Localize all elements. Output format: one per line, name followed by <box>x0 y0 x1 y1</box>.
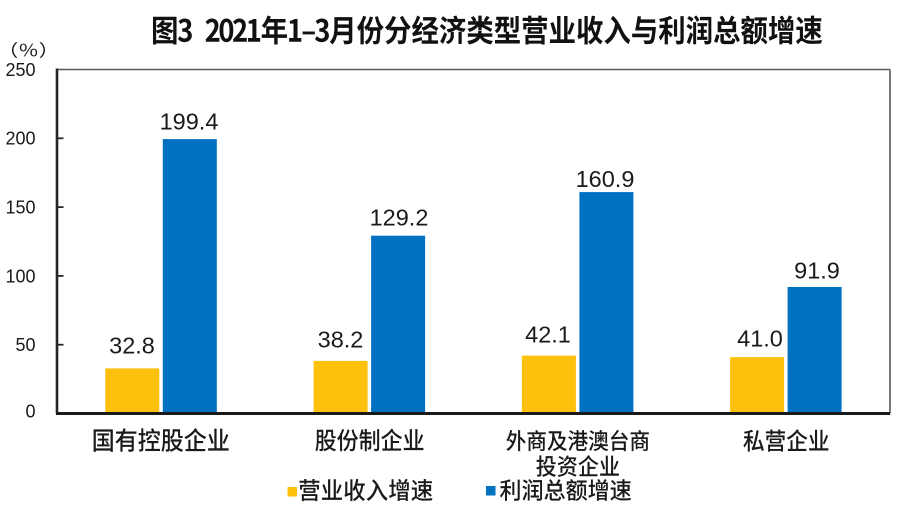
svg-text:200: 200 <box>5 129 35 149</box>
svg-text:0: 0 <box>25 401 35 421</box>
svg-text:41.0: 41.0 <box>737 325 783 351</box>
svg-text:42.1: 42.1 <box>525 321 571 347</box>
svg-text:100: 100 <box>5 266 35 286</box>
svg-text:160.9: 160.9 <box>576 166 635 192</box>
svg-text:250: 250 <box>5 60 35 80</box>
svg-text:91.9: 91.9 <box>794 257 840 283</box>
svg-text:32.8: 32.8 <box>109 332 155 358</box>
svg-text:150: 150 <box>5 198 35 218</box>
svg-text:38.2: 38.2 <box>318 326 364 352</box>
svg-text:50: 50 <box>15 335 35 355</box>
svg-text:199.4: 199.4 <box>160 108 219 134</box>
svg-text:129.2: 129.2 <box>370 204 429 230</box>
